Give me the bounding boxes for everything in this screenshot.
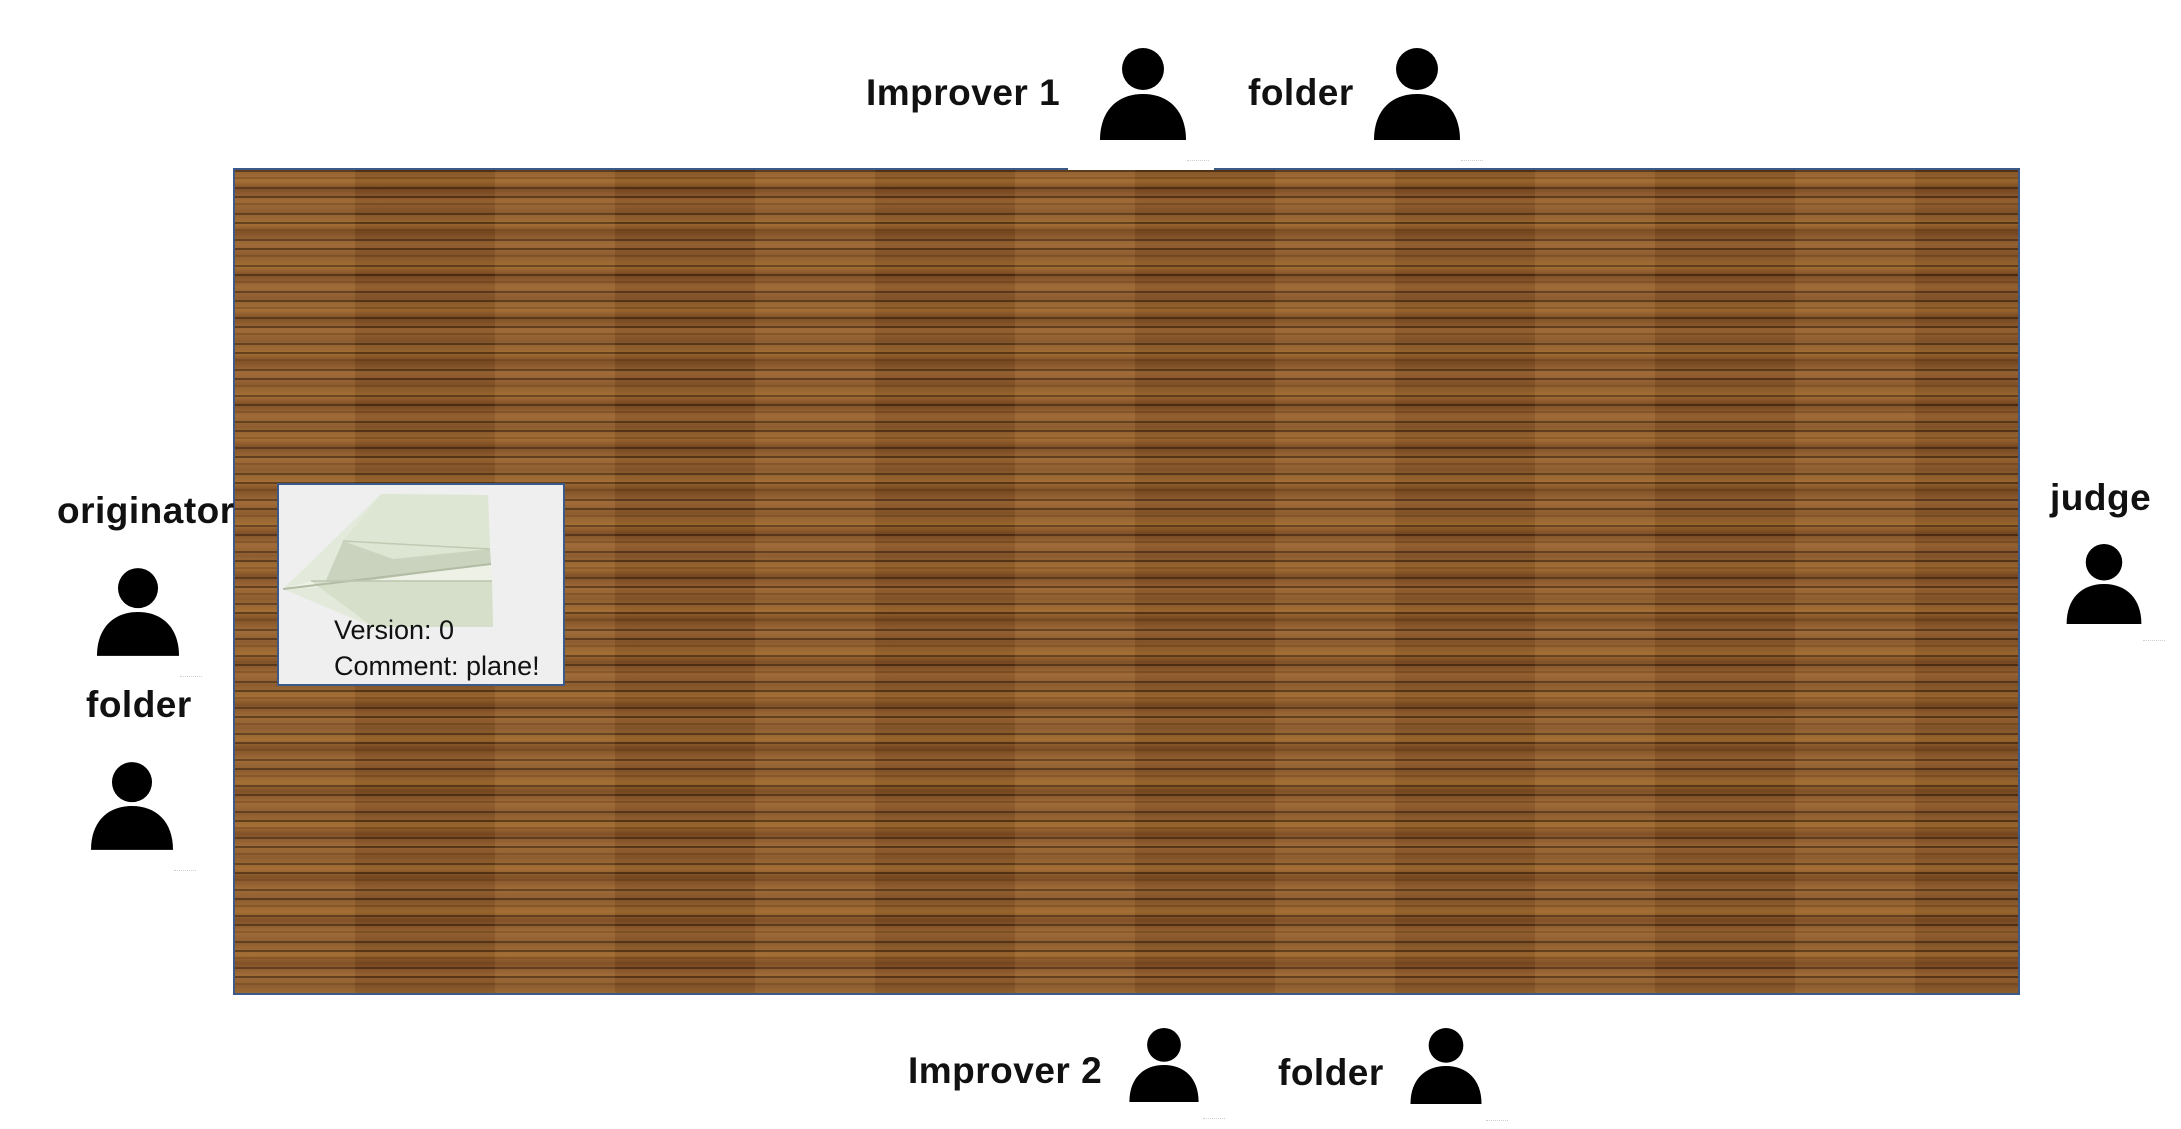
- person-icon: [1409, 1028, 1483, 1104]
- watermark-mark: [2143, 640, 2165, 645]
- label-folder-left: folder: [86, 684, 192, 725]
- person-icon: [1127, 1028, 1201, 1102]
- watermark-mark: [180, 676, 202, 681]
- plane-card: Version: 0 Comment: plane!: [277, 483, 565, 686]
- label-improver-2: Improver 2: [908, 1050, 1103, 1091]
- table-edge-gap: [1068, 166, 1214, 170]
- person-icon: [1100, 48, 1186, 140]
- wooden-table: [233, 168, 2020, 995]
- person-icon: [97, 568, 179, 656]
- card-comment: Comment: plane!: [334, 651, 540, 681]
- card-version: Version: 0: [334, 615, 455, 645]
- watermark-mark: [1486, 1120, 1508, 1125]
- label-improver-1: Improver 1: [866, 72, 1061, 113]
- watermark-mark: [1187, 160, 1209, 165]
- person-icon: [1374, 48, 1460, 140]
- label-folder-bottom: folder: [1278, 1052, 1384, 1093]
- label-judge: judge: [2050, 477, 2152, 518]
- label-folder-top: folder: [1248, 72, 1354, 113]
- person-icon: [2066, 544, 2142, 624]
- watermark-mark: [1203, 1118, 1225, 1123]
- person-icon: [91, 762, 173, 850]
- watermark-mark: [1461, 160, 1483, 165]
- watermark-mark: [174, 870, 196, 875]
- label-originator: originator: [57, 490, 235, 531]
- paper-plane-image: [283, 494, 493, 627]
